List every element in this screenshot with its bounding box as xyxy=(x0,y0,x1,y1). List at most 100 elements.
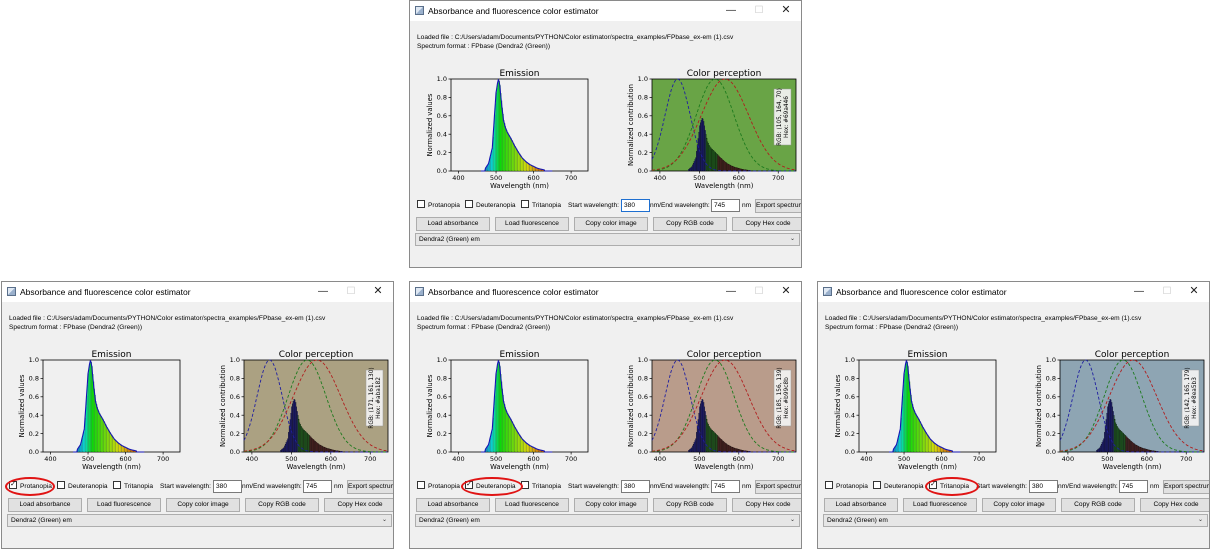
emission-bar xyxy=(517,432,519,453)
deuteranopia-check-box[interactable] xyxy=(57,481,65,490)
cone-response-bar xyxy=(737,448,739,453)
x-tick-label: 400 xyxy=(654,455,666,463)
end-wavelength-input[interactable]: 745 xyxy=(711,199,740,212)
emission-curve xyxy=(73,359,145,453)
copy-hex-code-button[interactable]: Copy Hex code xyxy=(732,217,801,231)
spectrum-select[interactable]: Dendra2 (Green) em ⌄ xyxy=(415,233,800,246)
copy-color-image-button[interactable]: Copy color image xyxy=(574,217,648,231)
deuteranopia-check-box[interactable] xyxy=(465,200,473,209)
export-spectrum-button[interactable]: Export spectrum xyxy=(755,480,801,494)
export-spectrum-button[interactable]: Export spectrum xyxy=(755,199,801,213)
end-wavelength-input[interactable]: 745 xyxy=(1119,480,1148,493)
deuteranopia-checkbox[interactable]: Deuteranopia xyxy=(465,200,516,212)
deuteranopia-checkbox[interactable]: Deuteranopia xyxy=(57,481,108,493)
cone-response-bar xyxy=(741,169,743,172)
protanopia-checkbox[interactable]: Protanopia xyxy=(825,481,868,493)
maximize-icon[interactable]: ☐ xyxy=(754,286,764,297)
tritanopia-check-box[interactable] xyxy=(113,481,121,490)
tritanopia-checkbox[interactable]: Tritanopia xyxy=(521,200,561,212)
close-icon[interactable]: ✕ xyxy=(373,285,383,297)
cone-response-bar xyxy=(725,162,727,172)
cone-response-bar xyxy=(718,437,720,453)
maximize-icon[interactable]: ☐ xyxy=(346,286,356,297)
cone-response-bar xyxy=(1126,437,1128,453)
minimize-icon[interactable]: — xyxy=(1134,286,1144,297)
tritanopia-checkbox[interactable]: Tritanopia xyxy=(521,481,561,493)
emission-bar xyxy=(906,360,908,453)
close-icon[interactable]: ✕ xyxy=(781,285,791,297)
copy-hex-code-button[interactable]: Copy Hex code xyxy=(1140,498,1209,512)
cone-response-bar xyxy=(288,425,290,453)
perceived-color-area xyxy=(244,360,388,452)
copy-hex-code-button[interactable]: Copy Hex code xyxy=(324,498,393,512)
perceived-color-area xyxy=(1060,360,1204,452)
close-icon[interactable]: ✕ xyxy=(1189,285,1199,297)
copy-rgb-code-button[interactable]: Copy RGB code xyxy=(653,217,727,231)
start-wavelength-input[interactable]: 380 xyxy=(621,199,650,212)
tritanopia-check-box[interactable] xyxy=(521,200,529,209)
protanopia-checkbox[interactable]: Protanopia xyxy=(417,481,460,493)
file-info: Loaded file : C:/Users/adam/Documents/PY… xyxy=(9,314,325,332)
spectrum-select[interactable]: Dendra2 (Green) em ⌄ xyxy=(823,514,1208,527)
copy-rgb-code-button[interactable]: Copy RGB code xyxy=(245,498,319,512)
cone-response-bar xyxy=(1138,446,1139,453)
spectrum-select[interactable]: Dendra2 (Green) em ⌄ xyxy=(415,514,800,527)
cone-response-bar xyxy=(716,434,718,453)
minimize-icon[interactable]: — xyxy=(318,286,328,297)
deuteranopia-check-box[interactable] xyxy=(873,481,881,490)
load-fluorescence-button[interactable]: Load fluorescence xyxy=(87,498,161,512)
start-wavelength-input[interactable]: 380 xyxy=(1029,480,1058,493)
copy-color-image-button[interactable]: Copy color image xyxy=(982,498,1056,512)
close-icon[interactable]: ✕ xyxy=(781,4,791,16)
cone-response-bar xyxy=(297,415,299,453)
cone-response-bar xyxy=(283,447,285,453)
start-wavelength-input[interactable]: 380 xyxy=(213,480,242,493)
cone-response-bar xyxy=(299,422,301,453)
cone-response-bar xyxy=(1111,402,1113,453)
load-absorbance-button[interactable]: Load absorbance xyxy=(8,498,82,512)
cone-response-bar xyxy=(1108,403,1109,453)
load-fluorescence-button[interactable]: Load fluorescence xyxy=(903,498,977,512)
deuteranopia-checkbox[interactable]: Deuteranopia xyxy=(873,481,924,493)
copy-color-image-button[interactable]: Copy color image xyxy=(574,498,648,512)
cone-sensitivity-curve xyxy=(1059,359,1204,452)
cone-response-bar xyxy=(721,158,723,172)
cone-response-bar xyxy=(287,438,289,453)
window-title: Absorbance and fluorescence color estima… xyxy=(20,287,191,297)
export-spectrum-button[interactable]: Export spectrum xyxy=(1163,480,1209,494)
end-wavelength-input[interactable]: 745 xyxy=(711,480,740,493)
load-absorbance-button[interactable]: Load absorbance xyxy=(824,498,898,512)
cone-response-bar xyxy=(1145,448,1147,453)
maximize-icon[interactable]: ☐ xyxy=(1162,286,1172,297)
cone-response-bar xyxy=(304,431,306,453)
emission-bar xyxy=(913,409,915,453)
protanopia-check-box[interactable] xyxy=(417,200,425,209)
cone-response-bar xyxy=(1110,399,1112,453)
export-spectrum-button[interactable]: Export spectrum xyxy=(347,480,393,494)
load-absorbance-button[interactable]: Load absorbance xyxy=(416,498,490,512)
load-fluorescence-button[interactable]: Load fluorescence xyxy=(495,217,569,231)
load-fluorescence-button[interactable]: Load fluorescence xyxy=(495,498,569,512)
x-tick-label: 600 xyxy=(733,455,745,463)
protanopia-checkbox[interactable]: Protanopia xyxy=(417,200,460,212)
emission-bar xyxy=(519,153,521,172)
protanopia-check-box[interactable] xyxy=(825,481,833,490)
copy-rgb-code-button[interactable]: Copy RGB code xyxy=(653,498,727,512)
minimize-icon[interactable]: — xyxy=(726,286,736,297)
protanopia-check-box[interactable] xyxy=(417,481,425,490)
cone-response-bar xyxy=(1102,440,1104,453)
spectrum-select[interactable]: Dendra2 (Green) em ⌄ xyxy=(7,514,392,527)
minimize-icon[interactable]: — xyxy=(726,5,736,16)
start-wavelength-input[interactable]: 380 xyxy=(621,480,650,493)
maximize-icon[interactable]: ☐ xyxy=(754,5,764,16)
load-absorbance-button[interactable]: Load absorbance xyxy=(416,217,490,231)
chart-title: Emission xyxy=(499,69,539,79)
emission-bar xyxy=(502,395,504,453)
copy-color-image-button[interactable]: Copy color image xyxy=(166,498,240,512)
end-wavelength-input[interactable]: 745 xyxy=(303,480,332,493)
emission-bar xyxy=(512,422,514,453)
tritanopia-checkbox[interactable]: Tritanopia xyxy=(113,481,153,493)
copy-hex-code-button[interactable]: Copy Hex code xyxy=(732,498,801,512)
copy-rgb-code-button[interactable]: Copy RGB code xyxy=(1061,498,1135,512)
emission-bar xyxy=(496,368,498,453)
